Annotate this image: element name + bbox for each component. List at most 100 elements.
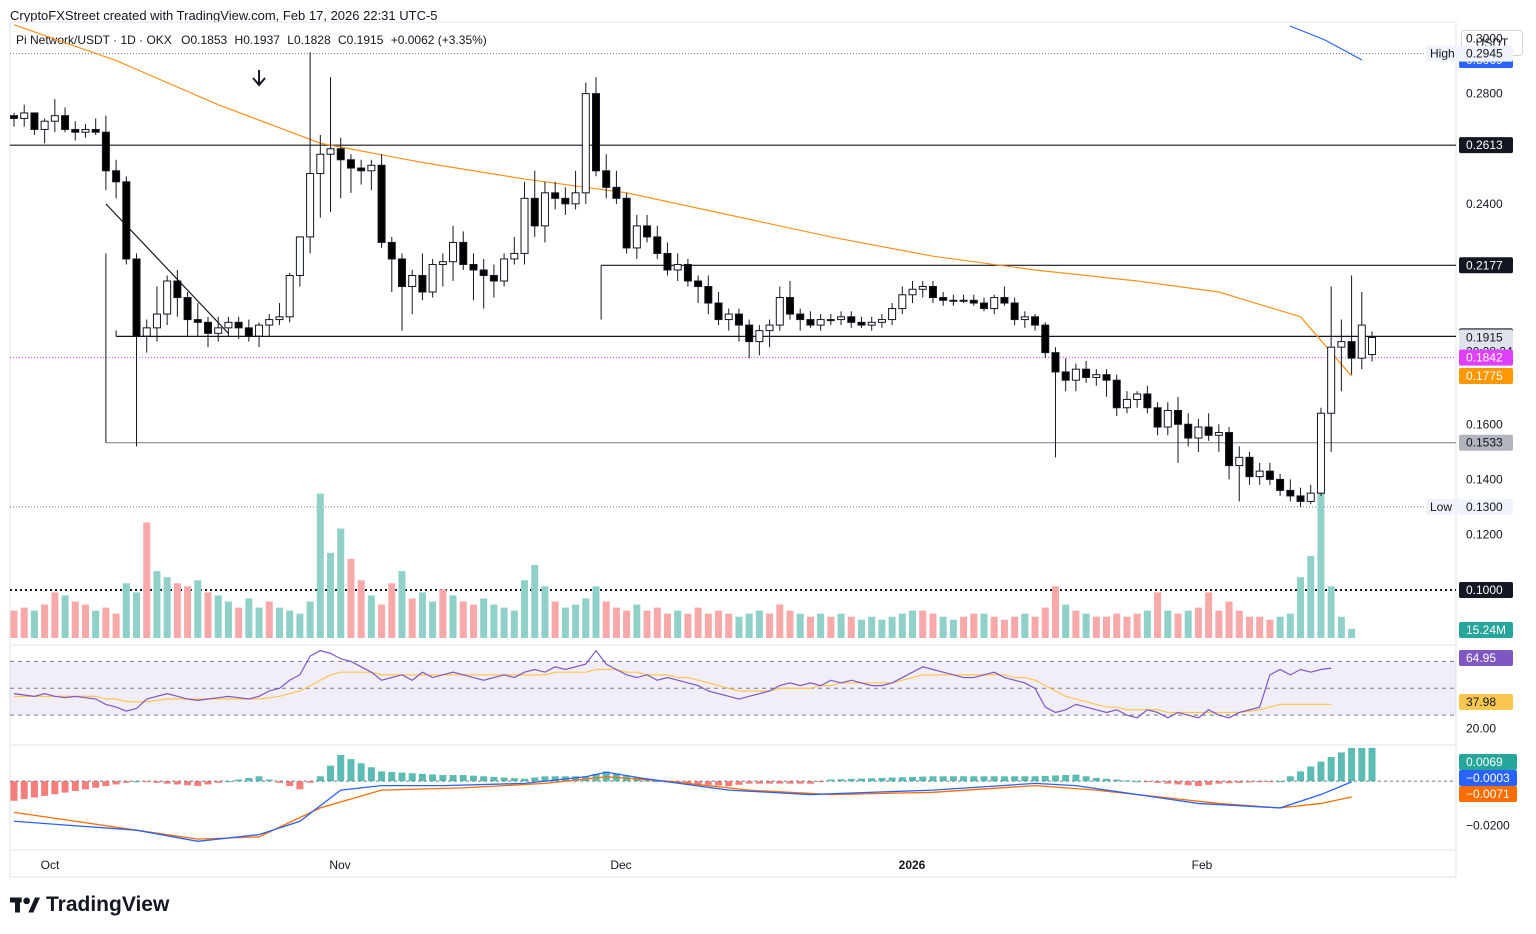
volume-bar (255, 607, 263, 638)
trading-chart[interactable]: 0.30000.28000.24000.16000.14000.12000.30… (0, 0, 1536, 890)
macd-histogram-bar (1348, 747, 1356, 782)
price-label-bg (1459, 582, 1513, 598)
volume-bar (1021, 613, 1029, 638)
price-label-bg (1459, 45, 1513, 62)
candle-body (1133, 393, 1142, 400)
macd-histogram-bar (255, 776, 263, 782)
macd-histogram-bar (378, 771, 386, 782)
macd-histogram-bar (1011, 776, 1019, 782)
volume-bar (122, 583, 130, 638)
candle-body (418, 274, 427, 293)
volume-bar (898, 613, 906, 638)
candle-body (806, 319, 815, 326)
price-label-level: 0.1000 (1466, 583, 1503, 597)
volume-bar (92, 610, 100, 638)
rsi-value-label: 64.95 (1466, 651, 1496, 665)
macd-histogram-bar (1256, 781, 1264, 783)
volume-bar (102, 607, 110, 638)
symbol-legend: Pi Network/USDT · 1D · OKX O0.1853 H0.19… (16, 33, 487, 47)
time-tick-label: Dec (610, 858, 631, 872)
macd-histogram-bar (1368, 747, 1376, 782)
macd-histogram-bar (919, 776, 927, 782)
macd-histogram-bar (306, 781, 314, 783)
volume-bar (990, 616, 998, 638)
volume-bar (663, 613, 671, 638)
candle-body (367, 164, 376, 172)
macd-histogram-bar (684, 781, 692, 784)
volume-bar (592, 586, 600, 638)
symbol-name[interactable]: Pi Network/USDT · 1D · OKX (16, 33, 172, 47)
volume-bar (449, 595, 457, 638)
candle-body (765, 324, 774, 332)
volume-bar (674, 610, 682, 638)
macd-histogram-bar (817, 781, 825, 783)
volume-bar (71, 601, 79, 638)
candle-body (734, 313, 743, 326)
volume-bar (286, 610, 294, 638)
candle-body (796, 313, 805, 321)
volume-bar (153, 571, 161, 638)
candle-body (1337, 341, 1346, 348)
candle-body (847, 316, 856, 323)
candle-body (398, 258, 406, 288)
macd-histogram-bar (92, 781, 100, 788)
volume-bar (51, 592, 59, 638)
macd-histogram-bar (837, 779, 845, 782)
candle-body (255, 324, 264, 337)
macd-histogram-bar (531, 777, 539, 782)
macd-histogram-bar (1184, 781, 1192, 786)
volume-bar (541, 586, 549, 638)
volume-bar (1123, 616, 1131, 638)
candle-body (30, 112, 39, 130)
candle-body (969, 299, 978, 304)
macd-histogram-bar (510, 778, 518, 782)
macd-histogram-bar (480, 776, 488, 782)
candle-body (1245, 456, 1254, 478)
volume-bar (510, 610, 518, 638)
candle-body (632, 225, 641, 249)
macd-histogram-bar (1092, 777, 1100, 782)
macd-histogram-bar (418, 773, 426, 782)
candle-body (112, 170, 121, 183)
macd-histogram-bar (1205, 781, 1213, 785)
rsi-line (13, 649, 1332, 719)
candle-body (469, 263, 478, 271)
macd-histogram-bar (1021, 776, 1029, 782)
macd-histogram-bar (214, 781, 222, 783)
candle-body (122, 181, 131, 260)
macd-histogram-bar (694, 781, 702, 785)
macd-histogram-bar (1062, 775, 1070, 782)
time-tick-label: Oct (41, 858, 60, 872)
candle-body (183, 297, 192, 321)
macd-histogram-bar (1337, 752, 1345, 782)
candle-body (877, 319, 886, 323)
candle-body (592, 93, 600, 172)
volume-bar (817, 613, 825, 638)
macd-histogram-bar (143, 781, 151, 783)
volume-bar (1266, 619, 1274, 638)
macd-histogram-bar (847, 778, 855, 782)
candle-body (918, 286, 927, 290)
time-tick-label: Feb (1192, 858, 1213, 872)
volume-bar (1000, 619, 1008, 638)
macd-histogram-bar (41, 781, 49, 796)
macd-histogram-bar (755, 781, 763, 784)
candle-body (275, 316, 284, 321)
macd-histogram-bar (235, 779, 243, 782)
volume-bar (766, 613, 774, 638)
volume-bar (521, 580, 529, 638)
candle-body (1071, 368, 1080, 381)
tradingview-logo[interactable]: TradingView (10, 893, 169, 917)
candle-body (336, 148, 345, 161)
rsi-label-bg (1459, 650, 1513, 666)
macd-histogram-bar (1143, 781, 1151, 783)
price-label-last: 0.1915 (1466, 330, 1503, 344)
macd-histogram-bar (133, 781, 141, 783)
candle-body (673, 263, 682, 271)
candle-body (81, 128, 90, 133)
macd-histogram-bar (20, 781, 28, 800)
macd-histogram-bar (316, 776, 324, 782)
candle-body (1357, 324, 1366, 359)
macd-histogram-bar (122, 781, 130, 783)
volume-bar (81, 604, 89, 638)
